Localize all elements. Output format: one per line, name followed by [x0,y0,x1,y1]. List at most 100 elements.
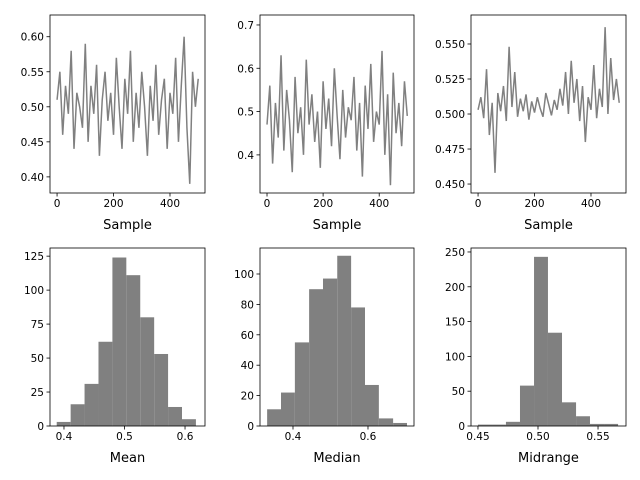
histogram-bar [84,383,99,426]
data-line [477,27,620,173]
subplot: 0 200 400 0.4 0.5 0.6 0.7 Sample [237,14,415,233]
histogram-bar [547,332,563,426]
histogram-bar [267,409,281,426]
x-tick-label: 0.5 [116,431,133,443]
histogram-bar [364,384,379,426]
y-tick-label: 0.55 [21,67,44,79]
subplot: 0.4 0.6 0 20 40 60 80 100 Median [234,247,415,466]
histogram-bar [337,255,352,426]
histogram-bar [477,424,493,426]
histogram-bar [56,421,71,426]
histogram-bar [168,406,183,426]
histogram-bar [98,341,113,426]
x-tick-label: 0.55 [586,431,609,443]
subplot: 0.4 0.5 0.6 0 25 50 75 100 125 Mean [24,247,206,466]
y-tick-label: 0 [458,421,465,433]
histogram-bar [378,418,394,426]
subplot: 0 200 400 0.40 0.45 0.50 0.55 0.60 Sample [21,14,206,233]
x-tick-label: 0.4 [285,431,302,443]
y-tick-label: 25 [31,387,44,399]
x-tick-label: 400 [369,198,389,210]
x-tick-label: 400 [160,198,180,210]
histogram-bar [294,342,310,426]
y-tick-label: 0.500 [435,109,465,121]
histogram-bar [589,423,605,426]
histogram-bar [322,278,338,426]
histogram-bar [280,392,295,426]
y-tick-label: 0.6 [237,63,254,75]
histogram-bar [112,257,127,426]
y-tick-label: 50 [31,353,44,365]
x-tick-label: 0.45 [466,431,489,443]
y-tick-label: 0.40 [21,172,44,184]
y-tick-label: 40 [241,360,254,372]
y-tick-label: 0.550 [435,39,465,51]
y-tick-label: 150 [445,317,465,329]
x-tick-label: 0.4 [56,431,73,443]
y-tick-label: 0.50 [21,102,44,114]
data-line [56,36,199,184]
x-axis-label: Median [313,451,360,466]
histogram-bar [309,289,323,426]
y-tick-label: 0.45 [21,137,44,149]
histogram-bar [505,421,520,426]
histogram-bar [182,419,196,426]
x-tick-label: 0.6 [360,431,377,443]
x-tick-label: 200 [104,198,124,210]
y-tick-label: 250 [445,247,465,259]
histogram-bar [154,353,169,426]
x-tick-label: 0 [54,198,61,210]
y-tick-label: 0.475 [435,144,465,156]
histogram-bar [604,423,619,426]
histogram-bar [576,416,590,426]
y-tick-label: 0.4 [237,150,254,162]
y-tick-label: 0.60 [21,32,44,44]
x-axis-label: Mean [110,451,145,466]
axes-frame [49,14,206,194]
y-tick-label: 0.5 [237,107,254,119]
subplot: 0.45 0.50 0.55 0 50 100 150 200 250 Midrange [445,247,627,466]
x-tick-label: 0.50 [526,431,549,443]
x-tick-label: 0 [475,198,482,210]
axes-frame [470,14,627,194]
x-tick-label: 200 [313,198,333,210]
axes-frame [259,14,415,194]
x-tick-label: 0.6 [177,431,194,443]
axes-frame [259,247,415,427]
x-axis-label: Sample [103,218,152,233]
histogram-bar [534,256,548,426]
histogram-bar [140,317,155,426]
axes-frame [49,247,206,427]
x-tick-label: 200 [525,198,545,210]
axes-frame [470,247,627,427]
y-tick-label: 100 [234,269,254,281]
y-tick-label: 0 [247,421,254,433]
histogram-bar [519,385,535,426]
y-tick-label: 0.7 [237,20,254,32]
y-tick-label: 60 [241,330,254,342]
y-tick-label: 80 [241,299,254,311]
subplot: 0 200 400 0.450 0.475 0.500 0.525 0.550 Sample [435,14,627,233]
x-tick-label: 0 [264,198,271,210]
histogram-bar [126,275,141,426]
data-line [266,50,409,186]
x-axis-label: Sample [313,218,362,233]
y-tick-label: 100 [24,285,44,297]
histogram-bar [492,424,506,426]
y-tick-label: 0 [37,421,44,433]
x-axis-label: Midrange [518,451,579,466]
y-tick-label: 75 [31,319,44,331]
y-tick-label: 0.450 [435,179,465,191]
y-tick-label: 100 [445,351,465,363]
y-tick-label: 200 [445,282,465,294]
x-axis-label: Sample [524,218,573,233]
x-tick-label: 400 [581,198,601,210]
y-tick-label: 20 [241,391,254,403]
histogram-bar [70,404,85,426]
y-tick-label: 125 [24,251,44,263]
y-tick-label: 0.525 [435,74,465,86]
y-tick-label: 50 [452,386,465,398]
histogram-bar [393,422,407,426]
